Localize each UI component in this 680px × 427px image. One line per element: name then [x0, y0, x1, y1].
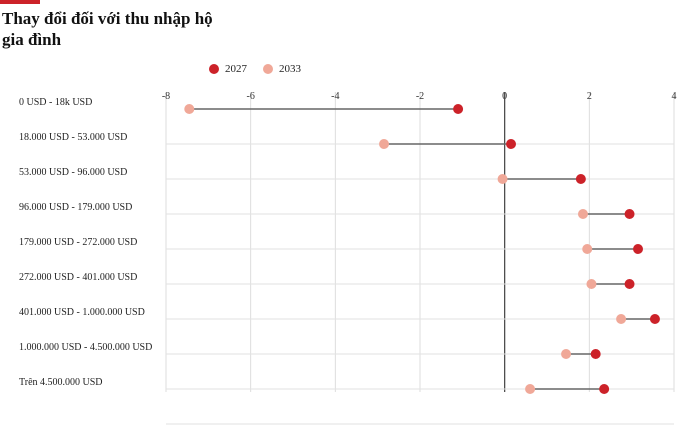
point-2033: [586, 279, 597, 289]
point-2027: [633, 244, 644, 254]
legend-item-2033: 2033: [263, 63, 301, 75]
point-2033: [497, 174, 508, 184]
legend-swatch-2033: [263, 64, 273, 74]
category-label: 96.000 USD - 179.000 USD: [19, 202, 132, 213]
point-2027: [453, 104, 464, 114]
point-2027: [624, 279, 635, 289]
x-tick-label: -2: [416, 91, 424, 102]
category-label: 401.000 USD - 1.000.000 USD: [19, 307, 145, 318]
x-tick-label: 2: [587, 91, 592, 102]
category-label: 179.000 USD - 272.000 USD: [19, 237, 137, 248]
point-2033: [582, 244, 593, 254]
x-tick-label: 4: [672, 91, 677, 102]
point-2033: [525, 384, 536, 394]
category-label: 0 USD - 18k USD: [19, 97, 92, 108]
legend-label-2027: 2027: [225, 63, 247, 75]
category-label: 1.000.000 USD - 4.500.000 USD: [19, 342, 152, 353]
x-tick-label: -4: [331, 91, 339, 102]
point-2033: [561, 349, 572, 359]
x-tick-label: -8: [162, 91, 170, 102]
point-2027: [624, 209, 635, 219]
point-2027: [506, 139, 517, 149]
title-accent-bar: [0, 0, 40, 4]
point-2027: [575, 174, 586, 184]
category-label: 53.000 USD - 96.000 USD: [19, 167, 127, 178]
point-2033: [184, 104, 195, 114]
x-tick-label: -6: [246, 91, 254, 102]
legend-swatch-2027: [209, 64, 219, 74]
chart-title: Thay đổi đối với thu nhập hộ gia đình: [2, 9, 213, 49]
point-2027: [599, 384, 610, 394]
legend-item-2027: 2027: [209, 63, 247, 75]
point-2033: [577, 209, 588, 219]
category-label: 272.000 USD - 401.000 USD: [19, 272, 137, 283]
point-2027: [590, 349, 601, 359]
point-2027: [649, 314, 660, 324]
legend: 2027 2033: [209, 62, 317, 76]
point-2033: [616, 314, 627, 324]
category-label: Trên 4.500.000 USD: [19, 377, 103, 388]
category-label: 18.000 USD - 53.000 USD: [19, 132, 127, 143]
point-2033: [379, 139, 390, 149]
legend-label-2033: 2033: [279, 63, 301, 75]
